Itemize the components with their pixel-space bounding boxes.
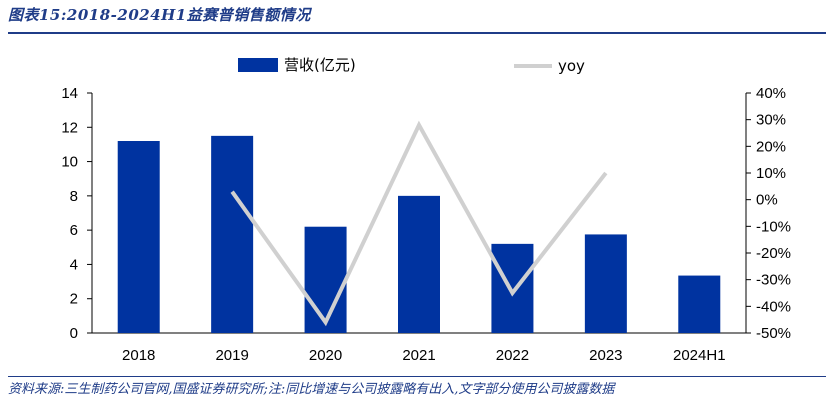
legend: 营收(亿元) yoy: [238, 56, 585, 75]
bar: [304, 226, 347, 333]
legend-label-revenue: 营收(亿元): [284, 56, 356, 74]
left-tick-label: 8: [70, 188, 78, 205]
right-tick-label: 40%: [756, 85, 786, 102]
bar: [584, 234, 627, 333]
left-tick-label: 10: [61, 154, 78, 171]
right-tick-label: 0%: [756, 192, 778, 209]
right-tick-label: -40%: [756, 298, 791, 315]
left-tick-label: 0: [70, 325, 78, 342]
chart-title: 图表15:2018-2024H1益赛普销售额情况: [8, 6, 311, 24]
plot-area: 0 2 4 6 8 10 12 14 -50% -40% -30% -20% -10% 0% 10% 20% 3…: [61, 85, 791, 364]
x-tick-label: 2024H1: [673, 347, 726, 364]
left-tick-label: 4: [70, 256, 78, 273]
bar: [117, 141, 160, 333]
right-tick-label: -20%: [756, 245, 791, 262]
left-tick-label: 6: [70, 222, 78, 239]
left-tick-label: 12: [61, 119, 78, 136]
x-tick-label: 2020: [309, 347, 342, 364]
right-tick-label: 30%: [756, 112, 786, 129]
x-tick-label: 2023: [589, 347, 622, 364]
chart: 0 2 4 6 8 10 12 14 -50% -40% -30% -20% -10% 0% 10% 20% 3…: [61, 56, 791, 364]
source-note: 资料来源:三生制药公司官网,国盛证券研究所;注:同比增速与公司披露略有出入,文字…: [8, 382, 615, 397]
x-tick-label: 2021: [402, 347, 435, 364]
right-tick-label: -10%: [756, 218, 791, 235]
legend-label-yoy: yoy: [558, 57, 585, 75]
x-tick-label: 2018: [122, 347, 155, 364]
right-tick-label: 20%: [756, 138, 786, 155]
source-divider: [8, 376, 826, 377]
legend-swatch-revenue: [238, 58, 278, 72]
right-tick-label: -30%: [756, 272, 791, 289]
bar: [398, 195, 440, 333]
x-tick-label: 2022: [496, 347, 529, 364]
right-tick-label: 10%: [756, 165, 786, 182]
bar: [678, 275, 721, 333]
bar: [491, 243, 534, 333]
left-tick-label: 14: [61, 85, 78, 102]
title-divider: [8, 32, 826, 34]
right-tick-label: -50%: [756, 325, 791, 342]
bar: [211, 135, 254, 333]
yoy-line: [230, 120, 608, 327]
left-tick-label: 2: [70, 291, 78, 308]
x-tick-label: 2019: [215, 347, 248, 364]
